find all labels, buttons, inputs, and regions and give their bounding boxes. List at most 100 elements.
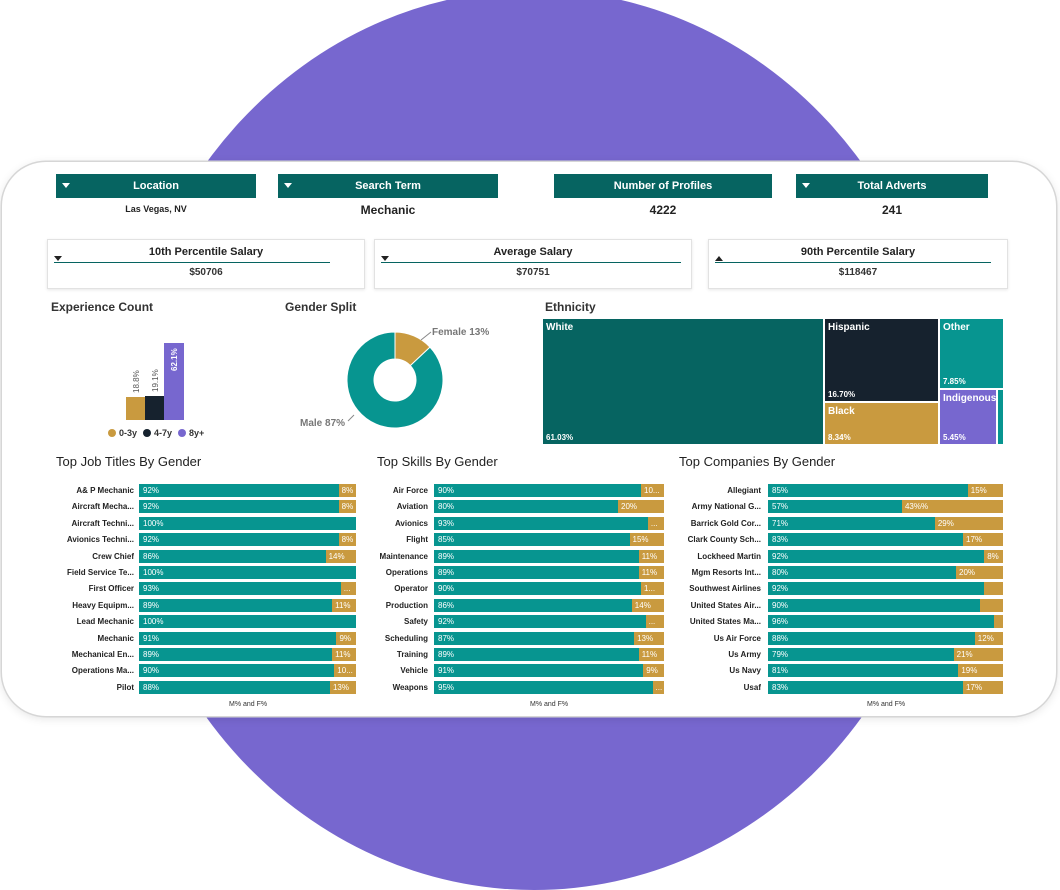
male-segment: 80% [434,500,618,513]
gender-bar[interactable]: 90% [768,599,1003,612]
male-leader-line [347,414,355,422]
row-label: Training [396,650,428,659]
treemap-cell-indigenous[interactable]: Indigenous 5.45% [940,390,996,444]
female-segment: 11% [638,550,664,563]
male-segment: 92% [768,550,985,563]
gender-bar[interactable]: 89% 11% [139,599,356,612]
female-segment: 15% [629,533,664,546]
donut-slice-male[interactable] [346,331,444,429]
gender-bar[interactable]: 85% 15% [768,484,1003,497]
gender-bar[interactable]: 81% 19% [768,664,1003,677]
male-slice-label: Male 87% [300,418,345,429]
gender-bar[interactable]: 92% 8% [139,533,356,546]
gender-bar[interactable]: 87% 13% [434,632,664,645]
gender-bar[interactable]: 92% 8% [139,484,356,497]
salary-card-90th: 90th Percentile Salary $118467 [708,239,1008,289]
companies-title: Top Companies By Gender [679,454,836,469]
gender-bar[interactable]: 80% 20% [434,500,664,513]
gender-bar[interactable]: 100% [139,615,356,628]
row-label: Army National G... [691,502,761,511]
gender-bar[interactable]: 83% 17% [768,681,1003,694]
row-label: Operator [394,584,428,593]
row-label: Allegiant [727,486,761,495]
dropdown-caret-icon[interactable] [62,183,70,188]
gender-bar[interactable]: 100% [139,517,356,530]
treemap-cell-name: Other [943,322,970,333]
gender-bar[interactable]: 92% 8% [768,550,1003,563]
row-label: Air Force [392,486,428,495]
male-segment: 88% [768,632,975,645]
male-segment: 71% [768,517,935,530]
salary-card-average: Average Salary $70751 [374,239,692,289]
gender-bar[interactable]: 85% 15% [434,533,664,546]
treemap-cell-name: White [546,322,574,333]
treemap-cell-other[interactable]: Other 7.85% [940,319,1003,388]
treemap-cell-black[interactable]: Black 8.34% [825,403,938,444]
male-segment: 83% [768,533,964,546]
gender-bar[interactable]: 96% [768,615,1003,628]
gender-bar[interactable]: 57% 43%% [768,500,1003,513]
female-segment [984,582,1003,595]
gender-bar[interactable]: 83% 17% [768,533,1003,546]
gender-bar[interactable]: 89% 11% [139,648,356,661]
female-segment: 19% [958,664,1003,677]
gender-bar[interactable]: 92% [768,582,1003,595]
gender-bar[interactable]: 80% 20% [768,566,1003,579]
row-label: Mechanical En... [71,650,134,659]
gender-bar[interactable]: 90% 10... [434,484,664,497]
gender-bar[interactable]: 88% 12% [768,632,1003,645]
row-label: Lockheed Martin [697,552,761,561]
treemap-cell-pct: 7.85% [943,377,966,386]
treemap-cell-hispanic[interactable]: Hispanic 16.70% [825,319,938,401]
row-label: Operations [385,568,428,577]
dropdown-caret-icon[interactable] [284,183,292,188]
gender-bar[interactable]: 88% 13% [139,681,356,694]
search-term-filter-header[interactable]: Search Term [278,174,498,198]
gender-bar[interactable]: 100% [139,566,356,579]
male-segment: 91% [139,632,337,645]
gender-bar[interactable]: 71% 29% [768,517,1003,530]
gender-bar[interactable]: 90% 10... [139,664,356,677]
ethnicity-title: Ethnicity [545,300,596,314]
experience-title: Experience Count [51,300,154,314]
gender-bar[interactable]: 95%... [434,681,664,694]
gender-bar[interactable]: 89% 11% [434,648,664,661]
experience-bar-8y+[interactable] [164,343,184,420]
row-label: Southwest Airlines [689,584,761,593]
female-segment: 12% [974,632,1003,645]
gender-bar[interactable]: 79% 21% [768,648,1003,661]
experience-bar-4-7y[interactable] [145,396,165,420]
dropdown-caret-icon[interactable] [802,183,810,188]
profiles-label: Number of Profiles [613,180,713,192]
total-adverts-header[interactable]: Total Adverts [796,174,988,198]
male-segment: 79% [768,648,954,661]
gender-bar[interactable]: 91% 9% [434,664,664,677]
gender-bar[interactable]: 93%... [434,517,664,530]
skills-axis-label: M% and F% [530,701,569,708]
experience-bar-0-3y[interactable] [126,397,146,420]
trend-up-icon [715,256,723,261]
treemap-cell-white[interactable]: White 61.03% [543,319,823,444]
male-segment: 92% [434,615,646,628]
location-filter-header[interactable]: Location [56,174,256,198]
male-segment: 92% [768,582,985,595]
legend-dot [178,429,187,437]
male-segment: 85% [434,533,630,546]
gender-bar[interactable]: 92%... [434,615,664,628]
row-label: Scheduling [384,634,428,643]
row-label: Us Army [728,650,761,659]
female-segment: 21% [953,648,1003,661]
gender-bar[interactable]: 86% 14% [139,550,356,563]
gender-bar[interactable]: 89% 11% [434,566,664,579]
row-label: A& P Mechanic [76,486,134,495]
skills-title: Top Skills By Gender [377,454,498,469]
gender-bar[interactable]: 91% 9% [139,632,356,645]
male-segment: 95% [434,681,653,694]
male-segment: 80% [768,566,956,579]
gender-bar[interactable]: 89% 11% [434,550,664,563]
gender-bar[interactable]: 93%... [139,582,356,595]
gender-bar[interactable]: 90% 1... [434,582,664,595]
gender-bar[interactable]: 92% 8% [139,500,356,513]
male-segment: 100% [139,566,356,579]
gender-bar[interactable]: 86% 14% [434,599,664,612]
